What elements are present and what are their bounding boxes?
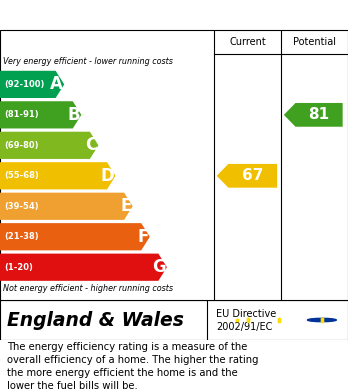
Text: Very energy efficient - lower running costs: Very energy efficient - lower running co…: [3, 57, 173, 66]
Polygon shape: [0, 223, 150, 250]
Polygon shape: [0, 193, 133, 220]
Polygon shape: [0, 101, 81, 129]
Text: Current: Current: [229, 37, 266, 47]
Text: EU Directive: EU Directive: [216, 309, 276, 319]
Polygon shape: [0, 254, 167, 281]
Text: (55-68): (55-68): [4, 171, 39, 180]
Text: B: B: [68, 106, 80, 124]
Text: A: A: [50, 75, 63, 93]
Text: The energy efficiency rating is a measure of the
overall efficiency of a home. T: The energy efficiency rating is a measur…: [7, 341, 259, 391]
Text: Potential: Potential: [293, 37, 336, 47]
Text: (69-80): (69-80): [4, 141, 39, 150]
Polygon shape: [217, 164, 277, 188]
Polygon shape: [0, 71, 64, 98]
Text: C: C: [85, 136, 97, 154]
Text: (21-38): (21-38): [4, 232, 39, 241]
Circle shape: [308, 318, 336, 322]
Polygon shape: [284, 103, 343, 127]
Text: 81: 81: [309, 108, 330, 122]
Text: England & Wales: England & Wales: [7, 310, 184, 330]
Text: 2002/91/EC: 2002/91/EC: [216, 322, 272, 332]
Text: (39-54): (39-54): [4, 202, 39, 211]
Text: (92-100): (92-100): [4, 80, 45, 89]
Text: (1-20): (1-20): [4, 263, 33, 272]
Polygon shape: [0, 162, 116, 189]
Text: (81-91): (81-91): [4, 110, 39, 119]
Text: E: E: [120, 197, 132, 215]
Text: D: D: [101, 167, 114, 185]
Text: G: G: [152, 258, 166, 276]
Text: F: F: [137, 228, 149, 246]
Text: Not energy efficient - higher running costs: Not energy efficient - higher running co…: [3, 284, 174, 293]
Polygon shape: [0, 132, 98, 159]
Text: 67: 67: [242, 168, 263, 183]
Text: Energy Efficiency Rating: Energy Efficiency Rating: [7, 7, 228, 23]
